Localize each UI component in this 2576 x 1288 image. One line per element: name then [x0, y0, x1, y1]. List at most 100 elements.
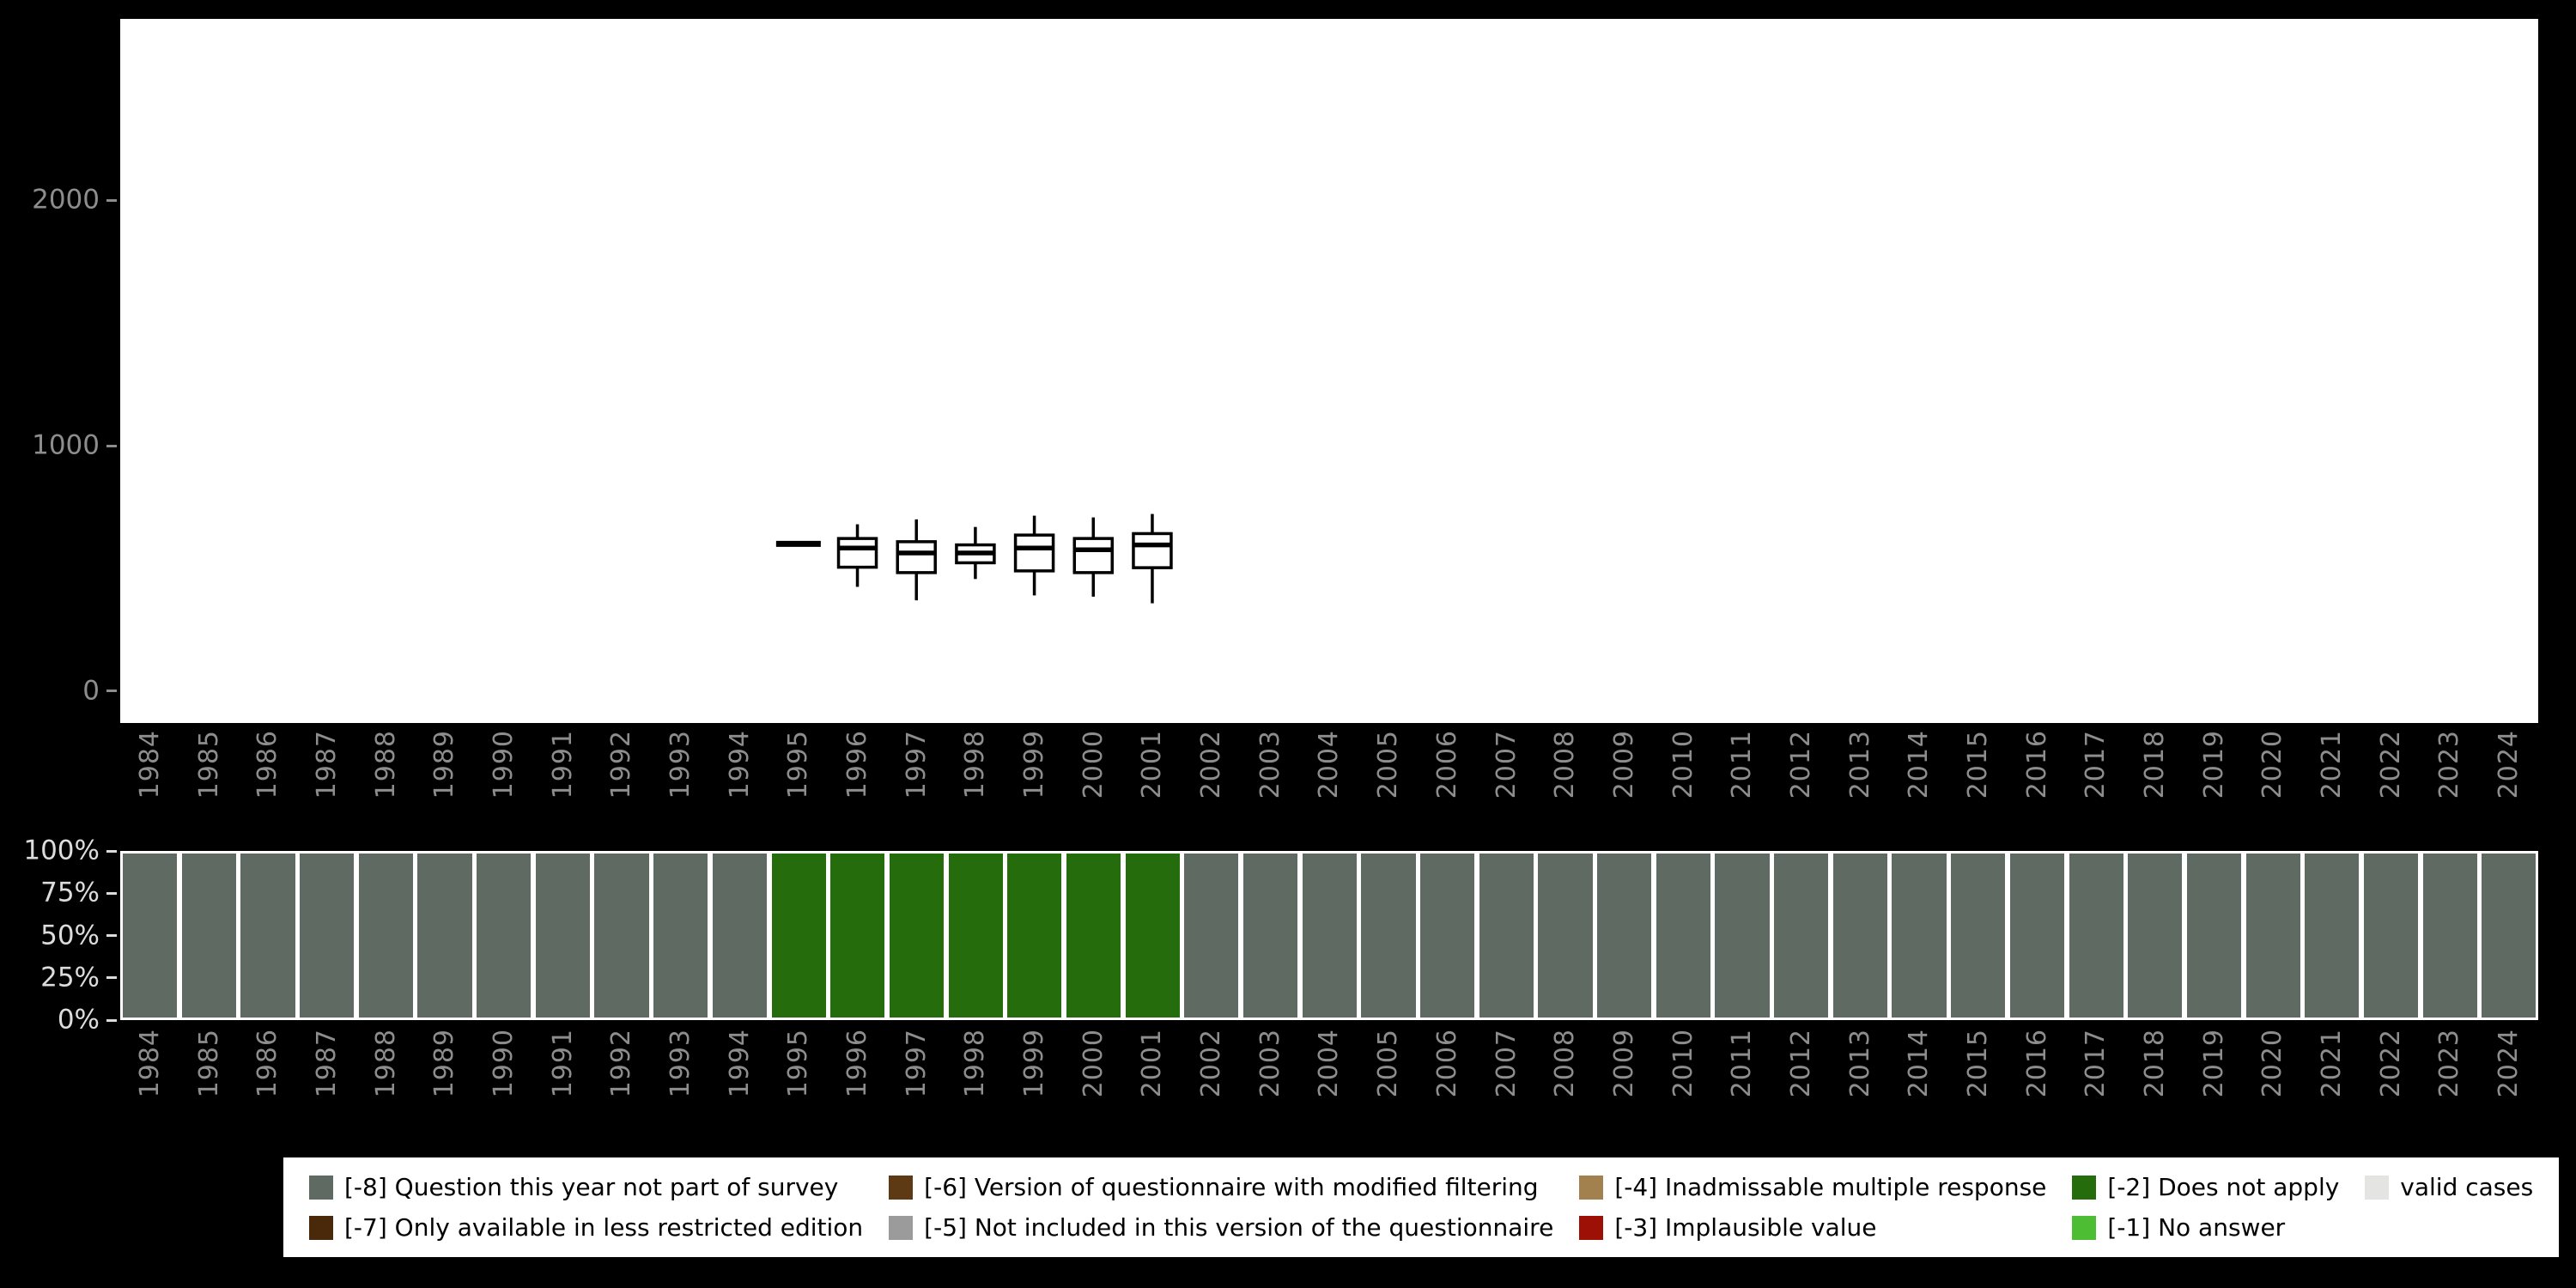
year-label-2013: 2013	[1831, 730, 1890, 816]
legend-item--7: [-7] Only available in less restricted e…	[309, 1213, 863, 1242]
year-label-text: 2020	[2257, 1029, 2288, 1098]
year-label-text: 2019	[2198, 1029, 2229, 1098]
stack-bar-1992-code-8	[592, 851, 652, 1020]
stack-bar-2017-code-8	[2066, 851, 2126, 1020]
year-label-1992: 1992	[592, 730, 651, 816]
stack-bar-2004-code-8	[1299, 851, 1359, 1020]
year-label-2017: 2017	[2067, 730, 2126, 816]
year-label-2012: 2012	[1771, 1029, 1831, 1115]
year-label-2002: 2002	[1182, 1029, 1241, 1115]
year-label-2023: 2023	[2421, 730, 2480, 816]
legend-label--8: [-8] Question this year not part of surv…	[344, 1173, 839, 1201]
boxplot-ytick-mark	[106, 690, 117, 693]
year-label-text: 2006	[1431, 1029, 1462, 1098]
year-label-text: 2021	[2317, 730, 2348, 799]
year-label-text: 2006	[1431, 730, 1462, 799]
stack-bar-1998-code-2	[945, 851, 1005, 1020]
boxplot-ytick-label: 2000	[32, 184, 100, 216]
year-label-1993: 1993	[651, 730, 710, 816]
year-label-text: 2015	[1962, 730, 1993, 799]
year-label-2006: 2006	[1418, 730, 1477, 816]
legend-swatch--5	[889, 1215, 914, 1240]
year-label-text: 1988	[370, 730, 401, 799]
year-label-1987: 1987	[297, 1029, 356, 1115]
year-label-text: 1995	[783, 1029, 814, 1098]
year-label-2015: 2015	[1948, 1029, 2008, 1115]
year-label-text: 1985	[193, 1029, 224, 1098]
stack-bar-2010-code-8	[1653, 851, 1713, 1020]
stack-bar-1995-code-2	[769, 851, 829, 1020]
year-label-2003: 2003	[1241, 730, 1300, 816]
year-label-2019: 2019	[2184, 1029, 2244, 1115]
stack-bar-1986-code-8	[238, 851, 298, 1020]
legend-item-valid: valid cases	[2365, 1173, 2533, 1201]
boxplot-1999	[1013, 515, 1055, 596]
stack-bar-1991-code-8	[532, 851, 592, 1020]
year-label-2018: 2018	[2125, 730, 2184, 816]
legend-label--4: [-4] Inadmissable multiple response	[1614, 1173, 2047, 1201]
year-label-1985: 1985	[179, 730, 239, 816]
year-label-text: 1992	[606, 730, 637, 799]
legend-label--1: [-1] No answer	[2107, 1213, 2286, 1242]
year-label-1992: 1992	[592, 1029, 651, 1115]
year-label-text: 2001	[1137, 1029, 1168, 1098]
year-label-2010: 2010	[1654, 730, 1713, 816]
year-label-text: 1991	[547, 1029, 578, 1098]
boxplot-1998	[955, 526, 996, 580]
year-label-text: 2009	[1608, 730, 1639, 799]
year-label-text: 2023	[2434, 1029, 2465, 1098]
stack-bar-2009-code-8	[1595, 851, 1655, 1020]
legend-swatch--3	[1579, 1215, 1604, 1240]
stack-bar-2019-code-8	[2184, 851, 2245, 1020]
year-label-2011: 2011	[1712, 1029, 1771, 1115]
legend-label--6: [-6] Version of questionnaire with modif…	[924, 1173, 1539, 1201]
year-label-text: 2000	[1078, 1029, 1109, 1098]
stack-bar-2021-code-8	[2302, 851, 2362, 1020]
legend-item--3: [-3] Implausible value	[1579, 1213, 2046, 1242]
boxplot-2001	[1132, 513, 1173, 604]
bars-ytick-label: 75%	[40, 877, 100, 908]
year-label-2008: 2008	[1535, 730, 1595, 816]
year-label-text: 2014	[1904, 1029, 1935, 1098]
boxplot-ytick-label: 1000	[32, 429, 100, 461]
stack-bar-2020-code-8	[2243, 851, 2303, 1020]
year-label-text: 2003	[1255, 730, 1285, 799]
legend-swatch-valid	[2365, 1175, 2390, 1200]
legend-item--1: [-1] No answer	[2072, 1213, 2339, 1242]
year-label-text: 1996	[842, 1029, 873, 1098]
boxplot-panel	[120, 19, 2538, 723]
year-label-2022: 2022	[2361, 730, 2421, 816]
year-label-2024: 2024	[2479, 730, 2538, 816]
year-label-text: 1991	[547, 730, 578, 799]
stack-bar-1990-code-8	[474, 851, 534, 1020]
year-label-text: 2002	[1196, 1029, 1227, 1098]
year-label-1984: 1984	[120, 1029, 179, 1115]
year-label-text: 1998	[960, 1029, 991, 1098]
year-label-2022: 2022	[2361, 1029, 2421, 1115]
year-label-text: 1994	[724, 730, 755, 799]
year-label-2014: 2014	[1889, 730, 1948, 816]
boxplot-1996	[836, 524, 878, 587]
year-label-2020: 2020	[2244, 1029, 2303, 1115]
year-label-text: 1987	[311, 1029, 342, 1098]
stack-bar-2011-code-8	[1712, 851, 1772, 1020]
year-label-2017: 2017	[2067, 1029, 2126, 1115]
boxplot-canvas	[775, 513, 1173, 604]
year-label-text: 2005	[1373, 1029, 1404, 1098]
year-label-1986: 1986	[238, 1029, 297, 1115]
legend-swatch--6	[889, 1175, 914, 1200]
year-label-text: 2016	[2021, 730, 2052, 799]
year-label-2001: 2001	[1123, 1029, 1182, 1115]
year-label-text: 2014	[1904, 730, 1935, 799]
legend-label--5: [-5] Not included in this version of the…	[924, 1213, 1554, 1242]
year-label-text: 2015	[1962, 1029, 1993, 1098]
year-label-text: 2004	[1314, 730, 1345, 799]
year-label-2000: 2000	[1064, 1029, 1123, 1115]
year-label-2007: 2007	[1477, 1029, 1536, 1115]
year-label-1985: 1985	[179, 1029, 239, 1115]
year-label-1991: 1991	[533, 1029, 592, 1115]
year-label-text: 2018	[2140, 730, 2171, 799]
stack-bar-2007-code-8	[1476, 851, 1536, 1020]
legend-label--2: [-2] Does not apply	[2107, 1173, 2340, 1201]
year-label-text: 2022	[2375, 730, 2406, 799]
